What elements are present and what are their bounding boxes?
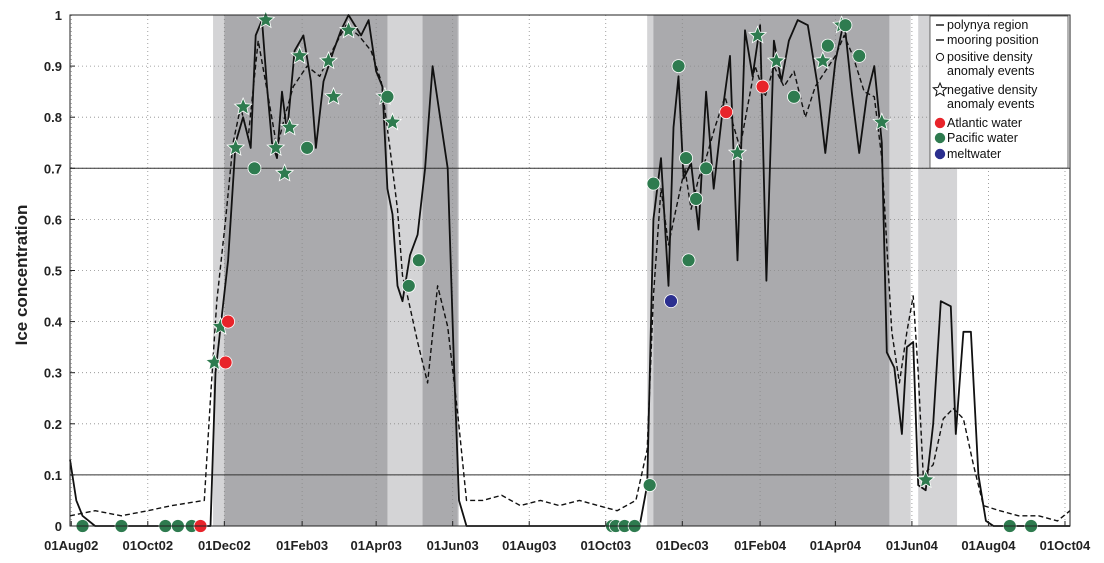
positive-event-atlantic-marker [221,314,235,329]
positive-event-pacific-marker [646,176,661,191]
y-axis-label: Ice concentration [12,205,31,346]
polynya-region-line [69,24,1071,522]
legend-box [929,15,1069,169]
y-tick-label: 0 [55,519,62,534]
legend-atlantic-label: Atlantic water [947,116,1022,130]
positive-event-atlantic-marker [218,355,233,370]
x-tick-label: 01Jun03 [427,538,479,553]
legend-positive-label: positive density [947,50,1033,64]
positive-event-pacific-marker [247,161,262,176]
positive-event-pacific-marker [681,253,696,268]
positive-event-pacific-marker [401,278,416,293]
negative-event-pacific-marker [290,45,310,65]
positive-event-meltwater-marker [664,294,678,309]
x-tick-label: 01Aug03 [502,538,556,553]
x-tick-label: 01Jun04 [886,538,939,553]
negative-event-pacific-marker [766,50,786,70]
negative-event-pacific-marker [748,25,768,44]
positive-event-pacific-marker [699,161,714,176]
x-tick-label: 01Feb03 [276,538,328,553]
y-tick-label: 0.4 [44,315,63,330]
positive-event-pacific-marker [787,89,801,104]
x-tick-label: 01Oct02 [122,538,173,553]
positive-event-atlantic-marker [719,105,734,119]
negative-event-pacific-marker [233,96,253,116]
series-lines [69,14,1071,527]
positive-event-atlantic-marker [755,79,770,94]
negative-event-pacific-marker [226,137,246,156]
legend-negative-label-line2: anomaly events [947,97,1035,111]
legend-polynya-label: polynya region [947,18,1028,32]
y-tick-label: 0.5 [44,264,62,279]
legend-pacific-label: Pacific water [947,131,1018,145]
legend-meltwater-label: meltwater [947,147,1001,161]
negative-event-pacific-marker [256,10,276,29]
positive-event-pacific-marker [642,478,657,493]
axes: 01Aug02 01Oct02 01Dec02 01Feb03 01Apr03 01Jun… [44,8,1091,553]
x-tick-label: 01Apr03 [350,538,401,553]
negative-event-pacific-marker [266,137,286,156]
y-tick-label: 0.2 [44,417,62,432]
y-tick-label: 0.3 [44,366,62,381]
legend-negative-swatch [932,81,948,97]
negative-event-pacific-marker [727,142,748,162]
legend-negative-label: negative density [947,83,1038,97]
negative-event-pacific-marker [382,112,402,131]
event-markers [75,10,1039,533]
y-tick-label: 0.6 [44,212,62,227]
x-tick-label: 01Dec03 [656,538,709,553]
positive-event-pacific-marker [411,253,426,268]
x-tick-label: 01Aug04 [961,538,1016,553]
y-tick-label: 0.1 [44,468,62,483]
x-tick-label: 01Feb04 [734,538,787,553]
negative-event-pacific-marker [280,117,300,136]
x-tick-label: 01Oct03 [580,538,631,553]
y-tick-label: 0.8 [44,110,62,125]
positive-event-pacific-marker [852,48,867,63]
x-tick-label: 01Dec02 [198,538,251,553]
positive-event-pacific-marker [671,59,686,73]
mooring-position-line [69,14,1070,527]
legend-positive-swatch [935,52,945,62]
positive-event-pacific-marker [679,151,693,165]
x-tick-label: 01Aug02 [44,538,98,553]
y-tick-label: 0.7 [44,161,62,176]
y-tick-label: 1 [55,8,62,23]
positive-event-pacific-marker [380,89,395,104]
legend-positive-label-line2: anomaly events [947,64,1035,78]
shaded-period [653,15,890,526]
legend-mooring-label: mooring position [947,33,1039,47]
positive-event-pacific-marker [300,140,315,155]
y-tick-label: 0.9 [44,59,62,74]
positive-event-pacific-marker [689,192,703,206]
negative-event-pacific-marker [339,20,359,39]
x-tick-label: 01Apr04 [810,538,862,553]
legend-meltwater-swatch [934,148,946,160]
legend-atlantic-swatch [934,117,946,129]
negative-event-pacific-marker [916,469,936,489]
legend-pacific-swatch [934,132,946,144]
negative-event-pacific-marker [813,50,833,70]
negative-event-pacific-marker [318,50,338,70]
positive-event-pacific-marker [820,38,835,53]
x-tick-label: 01Oct04 [1040,538,1091,553]
negative-event-pacific-marker [872,112,892,131]
negative-event-pacific-marker [275,163,295,182]
negative-event-pacific-marker [323,86,343,105]
positive-event-pacific-marker [838,18,853,33]
